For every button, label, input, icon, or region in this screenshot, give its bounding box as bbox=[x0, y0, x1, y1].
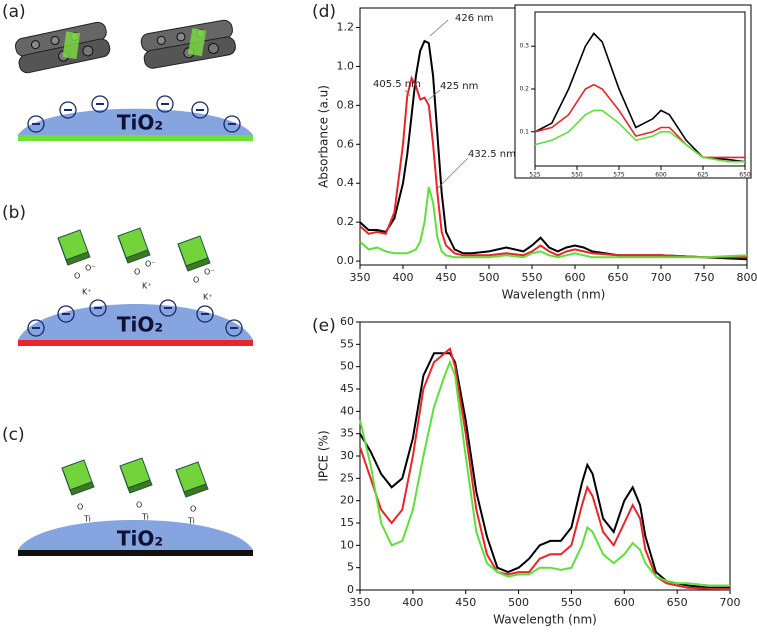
carboxyl: O bbox=[190, 505, 196, 514]
panel-label: (a) bbox=[2, 2, 26, 22]
diagram-c: (c) O O O Ti Ti Ti TiO₂ bbox=[2, 425, 253, 556]
y-tick-label: 1.0 bbox=[337, 59, 355, 72]
x-tick-label: 500 bbox=[508, 596, 529, 609]
y-tick-label: 0.2 bbox=[519, 86, 529, 93]
x-tick-label: 650 bbox=[608, 271, 629, 284]
base bbox=[18, 135, 253, 141]
carboxyl: O bbox=[134, 268, 140, 277]
substrate-label: TiO₂ bbox=[117, 527, 163, 551]
y-tick-label: 0.1 bbox=[519, 128, 529, 135]
ion: K⁺ bbox=[142, 282, 151, 291]
x-tick-label: 700 bbox=[720, 596, 741, 609]
panel-label: (b) bbox=[2, 203, 26, 223]
diagram-a: (a) TiO₂ bbox=[2, 2, 253, 141]
x-tick-label: 750 bbox=[694, 271, 715, 284]
series-line bbox=[360, 187, 747, 257]
x-tick-label: 525 bbox=[529, 171, 541, 178]
y-tick-label: 45 bbox=[340, 382, 354, 395]
x-tick-label: 575 bbox=[613, 171, 625, 178]
panel-label: (c) bbox=[2, 425, 25, 445]
y-tick-label: 25 bbox=[340, 471, 354, 484]
y-tick-label: 0.6 bbox=[337, 137, 355, 150]
x-tick-label: 400 bbox=[402, 596, 423, 609]
panel-label: (d) bbox=[312, 2, 336, 22]
carboxyl: O⁻ bbox=[85, 264, 96, 273]
y-tick-label: 0.2 bbox=[337, 215, 355, 228]
x-tick-label: 650 bbox=[739, 171, 751, 178]
x-tick-label: 550 bbox=[571, 171, 583, 178]
x-tick-label: 550 bbox=[522, 271, 543, 284]
ion: K⁺ bbox=[203, 293, 212, 302]
annotation: 426 nm bbox=[455, 13, 493, 24]
y-tick-label: 40 bbox=[340, 404, 354, 417]
y-tick-label: 60 bbox=[340, 315, 354, 328]
x-tick-label: 600 bbox=[614, 596, 635, 609]
x-tick-label: 450 bbox=[455, 596, 476, 609]
annotation-leader bbox=[438, 158, 468, 188]
y-tick-label: 0.4 bbox=[337, 176, 355, 189]
anchor: Ti bbox=[83, 515, 91, 524]
x-tick-label: 350 bbox=[350, 271, 371, 284]
y-tick-label: 0.0 bbox=[337, 254, 355, 267]
y-axis-label: Absorbance (a.u) bbox=[317, 85, 331, 188]
y-tick-label: 55 bbox=[340, 337, 354, 350]
dye-aggregate bbox=[14, 21, 111, 74]
y-tick-label: 5 bbox=[347, 561, 354, 574]
x-axis-label: Wavelength (nm) bbox=[502, 288, 606, 302]
y-tick-label: 1.2 bbox=[337, 20, 355, 33]
series-line bbox=[360, 362, 730, 585]
carboxyl: O bbox=[136, 501, 142, 510]
carboxyl: O bbox=[77, 503, 83, 512]
x-tick-label: 350 bbox=[350, 596, 371, 609]
anchor: Ti bbox=[141, 513, 149, 522]
carboxyl: O⁻ bbox=[204, 268, 215, 277]
anchor: Ti bbox=[187, 517, 195, 526]
x-tick-label: 450 bbox=[436, 271, 457, 284]
carboxyl: O⁻ bbox=[145, 260, 156, 269]
y-tick-label: 50 bbox=[340, 360, 354, 373]
y-tick-label: 35 bbox=[340, 427, 354, 440]
carboxyl: O bbox=[193, 276, 199, 285]
plot-frame bbox=[360, 322, 730, 590]
series-line bbox=[360, 353, 730, 588]
diagram-b: (b) O O⁻ O O⁻ O O⁻ K⁺ K⁺ K⁺ TiO₂ bbox=[2, 203, 253, 346]
x-tick-label: 625 bbox=[697, 171, 709, 178]
y-tick-label: 30 bbox=[340, 449, 354, 462]
x-tick-label: 550 bbox=[561, 596, 582, 609]
y-tick-label: 15 bbox=[340, 516, 354, 529]
annotation: 425 nm bbox=[440, 81, 478, 92]
series-line bbox=[360, 349, 730, 589]
inset-frame bbox=[515, 5, 751, 178]
y-tick-label: 20 bbox=[340, 494, 354, 507]
base bbox=[18, 550, 253, 556]
x-tick-label: 400 bbox=[393, 271, 414, 284]
y-tick-label: 0.8 bbox=[337, 98, 355, 111]
x-tick-label: 600 bbox=[565, 271, 586, 284]
ion: K⁺ bbox=[82, 288, 91, 297]
base bbox=[18, 340, 253, 346]
x-tick-label: 500 bbox=[479, 271, 500, 284]
annotation: 432.5 nm bbox=[468, 149, 516, 160]
x-tick-label: 800 bbox=[737, 271, 757, 284]
x-tick-label: 600 bbox=[655, 171, 667, 178]
panel-label: (e) bbox=[312, 316, 336, 336]
x-tick-label: 650 bbox=[667, 596, 688, 609]
x-axis-label: Wavelength (nm) bbox=[493, 613, 597, 627]
y-axis-label: IPCE (%) bbox=[317, 430, 331, 481]
annotation: 405.5 nm bbox=[373, 79, 421, 90]
y-tick-label: 0.3 bbox=[519, 43, 529, 50]
substrate-label: TiO₂ bbox=[117, 313, 163, 337]
substrate-label: TiO₂ bbox=[117, 111, 163, 135]
carboxyl: O bbox=[74, 272, 80, 281]
x-tick-label: 700 bbox=[651, 271, 672, 284]
annotation-leader bbox=[430, 20, 448, 36]
y-tick-label: 10 bbox=[340, 538, 354, 551]
y-tick-label: 0 bbox=[347, 583, 354, 596]
dye-aggregate bbox=[140, 19, 237, 69]
